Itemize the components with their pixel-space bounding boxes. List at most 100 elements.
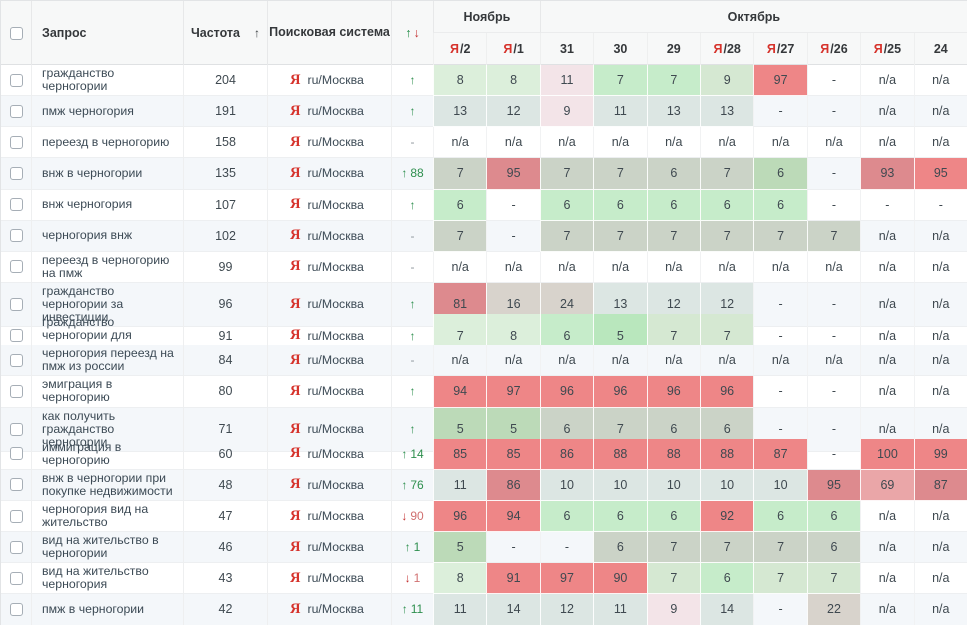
row-checkbox[interactable] <box>9 166 23 180</box>
region-label: ru/Москва <box>307 384 364 399</box>
row-checkbox[interactable] <box>9 509 23 523</box>
column-header-frequency[interactable]: Частота ↑ <box>183 1 267 65</box>
row-checkbox[interactable] <box>9 353 23 367</box>
yandex-icon: Я <box>290 445 301 462</box>
query-cell[interactable]: как получить гражданство черногории <box>31 407 183 452</box>
date-column-header[interactable]: Я/1 <box>486 33 539 65</box>
row-checkbox[interactable] <box>9 260 23 274</box>
column-header-search-engine[interactable]: Поисковая система <box>267 1 391 65</box>
query-cell[interactable]: черногория переезд на пмж из россии <box>31 345 183 377</box>
row-checkbox[interactable] <box>9 73 23 87</box>
column-header-change[interactable]: ↑ ↓ <box>391 1 433 65</box>
date-column-header[interactable]: 31 <box>539 33 593 65</box>
row-checkbox[interactable] <box>9 329 23 343</box>
row-checkbox[interactable] <box>9 571 23 585</box>
position-cell: 100 <box>860 438 914 470</box>
frequency-label: Частота <box>190 26 241 40</box>
date-column-header[interactable]: 30 <box>593 33 646 65</box>
query-cell[interactable]: внж черногория <box>31 189 183 221</box>
position-cell: - <box>860 189 914 221</box>
date-column-header[interactable]: Я/26 <box>806 33 860 65</box>
column-header-query[interactable]: Запрос <box>31 1 183 65</box>
region-label: ru/Москва <box>307 353 364 368</box>
row-checkbox[interactable] <box>9 104 23 118</box>
position-cell: n/a <box>486 345 540 377</box>
date-column-header[interactable]: 29 <box>646 33 700 65</box>
row-checkbox[interactable] <box>9 478 23 492</box>
position-cell: n/a <box>860 594 914 625</box>
up-arrow-icon: ↑ <box>409 73 416 88</box>
query-cell[interactable]: внж в черногории <box>31 158 183 190</box>
position-cell: n/a <box>913 65 967 97</box>
position-cell: 93 <box>860 158 914 190</box>
frequency-cell: 99 <box>183 251 267 283</box>
query-cell[interactable]: черногория вид на жительство <box>31 500 183 533</box>
position-cell: 13 <box>646 96 700 128</box>
query-cell[interactable]: вид на жительство черногория <box>31 563 183 595</box>
query-cell[interactable]: гражданство черногории за инвестиции <box>31 282 183 327</box>
row-checkbox[interactable] <box>9 422 23 436</box>
query-cell[interactable]: пмж черногория <box>31 96 183 128</box>
select-all-checkbox[interactable] <box>9 26 23 40</box>
position-cell: 94 <box>486 500 540 533</box>
position-cell: 6 <box>753 158 807 190</box>
row-checkbox-cell <box>1 127 31 159</box>
row-checkbox[interactable] <box>9 384 23 398</box>
position-cell: 14 <box>486 594 540 625</box>
position-cell: 8 <box>486 65 540 97</box>
query-cell[interactable]: иммиграция в черногорию <box>31 438 183 470</box>
change-cell: ↑ 11 <box>391 594 433 625</box>
up-arrow-icon: ↑ <box>401 477 408 492</box>
position-cell: 7 <box>539 158 594 190</box>
position-cell: 6 <box>806 532 861 564</box>
position-cell: n/a <box>700 251 754 283</box>
date-label: /27 <box>776 42 795 56</box>
date-column-header[interactable]: Я/28 <box>700 33 753 65</box>
date-label: /25 <box>883 42 902 56</box>
up-arrow-icon: ↑ <box>409 384 416 399</box>
query-cell[interactable]: эмиграция в черногорию <box>31 376 183 408</box>
position-cell: 13 <box>433 96 487 128</box>
position-cell: n/a <box>860 282 914 327</box>
date-column-header[interactable]: Я/2 <box>433 33 486 65</box>
yandex-icon: Я <box>290 71 301 88</box>
query-cell[interactable]: переезд в черногорию <box>31 127 183 159</box>
position-cell: n/a <box>753 345 807 377</box>
position-cell: - <box>753 376 807 408</box>
frequency-cell: 96 <box>183 282 267 327</box>
query-cell[interactable]: внж в черногории при покупке недвижимост… <box>31 469 183 501</box>
row-checkbox[interactable] <box>9 447 23 461</box>
date-column-header[interactable]: Я/25 <box>860 33 913 65</box>
change-cell: ↑ <box>391 65 433 97</box>
position-cell: - <box>486 532 540 564</box>
position-cell: 7 <box>433 220 487 252</box>
row-checkbox[interactable] <box>9 540 23 554</box>
query-cell[interactable]: черногория внж <box>31 220 183 252</box>
query-cell[interactable]: гражданство черногории <box>31 65 183 97</box>
date-column-header[interactable]: Я/27 <box>753 33 806 65</box>
row-checkbox[interactable] <box>9 198 23 212</box>
query-cell[interactable]: пмж в черногории <box>31 594 183 625</box>
position-cell: 6 <box>753 189 807 221</box>
date-column-header[interactable]: 24 <box>913 33 967 65</box>
up-arrow-icon: ↑ <box>401 602 408 617</box>
row-checkbox[interactable] <box>9 297 23 311</box>
row-checkbox[interactable] <box>9 229 23 243</box>
sort-ascending-icon[interactable]: ↑ <box>254 26 261 40</box>
query-cell[interactable]: вид на жительство в черногории <box>31 532 183 564</box>
position-cell: n/a <box>860 532 914 564</box>
row-checkbox[interactable] <box>9 135 23 149</box>
row-checkbox-cell <box>1 190 31 221</box>
position-cell: - <box>806 189 861 221</box>
row-checkbox[interactable] <box>9 602 23 616</box>
query-cell[interactable]: переезд в черногорию на пмж <box>31 251 183 283</box>
